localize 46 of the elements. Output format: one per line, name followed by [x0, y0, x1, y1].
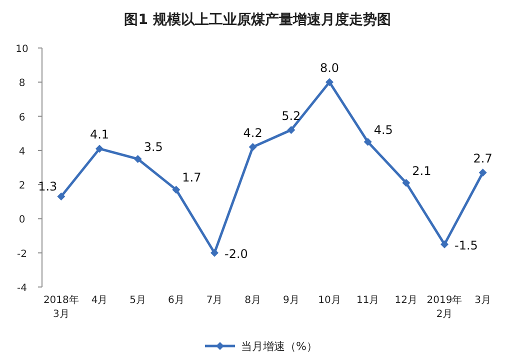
data-label: 1.7 — [182, 170, 202, 185]
point — [248, 143, 257, 152]
x-tick-label: 3月 — [474, 295, 492, 306]
point — [96, 144, 104, 153]
point — [210, 248, 218, 257]
point — [402, 178, 410, 187]
data-label: 8.0 — [320, 61, 340, 76]
x-tick-label: 10月 — [318, 295, 341, 306]
x-tick-label: 2019年2月 — [426, 294, 462, 320]
x-tick-label: 5月 — [130, 295, 146, 306]
data-label: 2.7 — [473, 152, 492, 166]
data-label: 5.2 — [282, 108, 301, 123]
y-tick-label: -2 — [17, 248, 27, 260]
point — [172, 186, 180, 194]
y-tick-label: 4 — [18, 146, 26, 158]
y-tick-label: 8 — [18, 78, 26, 90]
data-label: 4.1 — [90, 128, 110, 142]
y-tick-label: 2 — [18, 180, 26, 192]
point — [134, 154, 142, 163]
y-tick-label: 0 — [18, 214, 26, 226]
chart-title: 图1 规模以上工业原煤产量增速月度走势图 — [124, 11, 391, 28]
point — [478, 168, 487, 177]
x-tick-label: 2018年3月 — [43, 294, 79, 320]
data-label: 4.5 — [374, 122, 393, 137]
data-label: 1.3 — [38, 180, 58, 194]
point — [287, 126, 296, 134]
data-label: 2.1 — [412, 164, 432, 178]
y-tick-label: 10 — [16, 44, 28, 55]
x-tick-label: 11月 — [356, 295, 380, 306]
x-tick-label: 8月 — [244, 295, 262, 306]
y-tick-label: -4 — [17, 283, 27, 294]
x-tick-label: 9月 — [282, 295, 300, 306]
x-tick-label: 6月 — [168, 295, 184, 306]
point — [440, 240, 448, 248]
x-tick-label: 4月 — [91, 295, 108, 306]
x-tick-label: 7月 — [206, 295, 223, 306]
data-label: -2.0 — [224, 246, 248, 261]
point — [364, 138, 372, 146]
data-label: -1.5 — [454, 238, 478, 252]
point — [326, 78, 334, 86]
y-tick-label: 6 — [18, 112, 26, 124]
data-label: 3.5 — [144, 140, 163, 154]
data-label: 4.2 — [243, 126, 262, 140]
point — [57, 192, 66, 201]
legend-label: 当月增速（%） — [241, 340, 318, 353]
x-tick-label: 12月 — [394, 295, 418, 306]
